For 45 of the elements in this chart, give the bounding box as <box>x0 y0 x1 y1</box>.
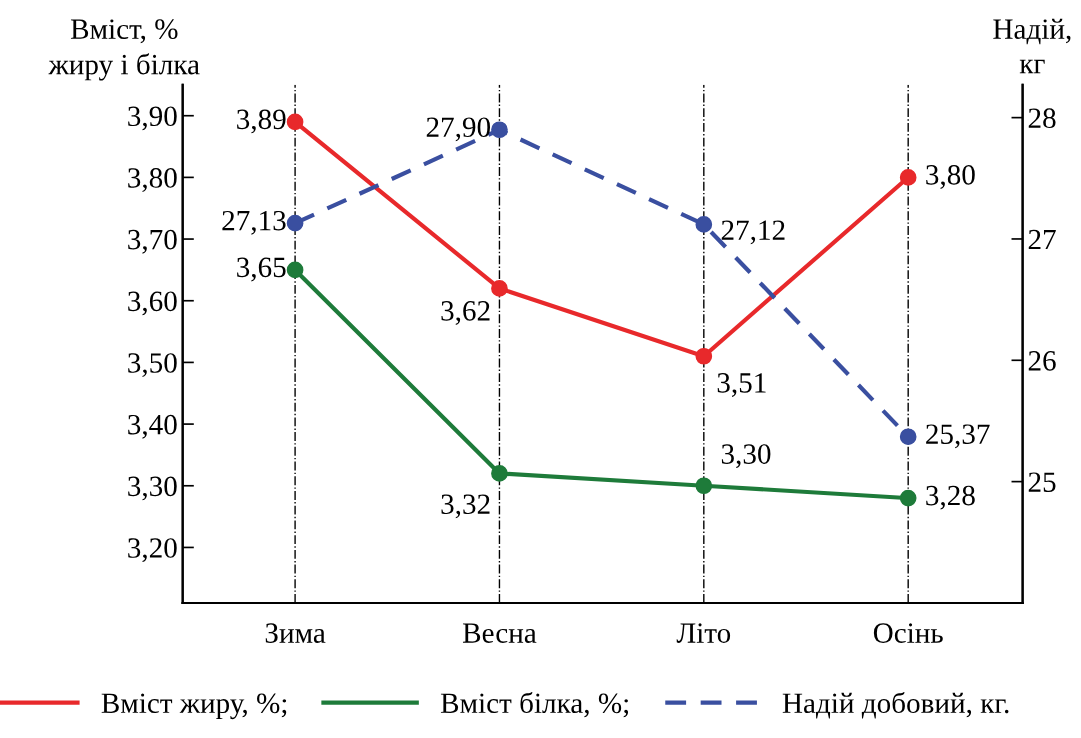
data-label: 3,51 <box>717 373 766 397</box>
data-label: 25,37 <box>926 424 990 449</box>
legend-label: Вміст білка, %; <box>440 691 629 718</box>
x-tick-label: Осінь <box>873 623 943 643</box>
legend-label: Вміст жиру, %; <box>101 693 287 720</box>
point <box>695 477 713 495</box>
y-tick-label: 3,70 <box>128 229 177 254</box>
y-axis-title: Вміст, % жиру і білка <box>48 19 200 81</box>
point <box>491 465 508 482</box>
y-tick-label: 3,80 <box>128 168 177 192</box>
point <box>491 280 508 297</box>
data-label: 27,13 <box>222 210 286 235</box>
y-tick-label: 3,40 <box>128 414 177 439</box>
y-tick-label: 3,20 <box>128 538 177 563</box>
y-tick-label: 3,60 <box>128 291 177 316</box>
data-label: 27,90 <box>426 117 491 142</box>
point <box>286 113 304 131</box>
data-label: 3,30 <box>721 444 771 469</box>
point <box>899 489 917 507</box>
point <box>491 121 508 139</box>
y2-tick-label: 26 <box>1028 351 1056 371</box>
legend-label: Надій добовий, кг. <box>782 691 1009 719</box>
data-label: 3,65 <box>237 257 286 282</box>
data-label: 3,28 <box>926 485 975 510</box>
point <box>286 214 304 232</box>
point <box>695 347 713 365</box>
y-tick-label: 3,30 <box>128 476 177 501</box>
y-tick-label: 3,50 <box>128 353 177 378</box>
x-tick-label: Весна <box>462 623 537 643</box>
y-tick-label: 3,90 <box>128 106 177 131</box>
data-label: 27,12 <box>721 220 785 245</box>
x-tick-label: Зима <box>265 623 326 643</box>
point <box>899 428 917 446</box>
point <box>899 169 917 186</box>
point <box>695 216 713 233</box>
y2-axis-title: Надій, кг <box>993 18 1071 74</box>
data-label: 3,80 <box>926 165 975 189</box>
data-label: 3,62 <box>441 301 490 325</box>
point <box>286 261 304 279</box>
y2-tick-label: 25 <box>1028 472 1056 493</box>
y2-tick-label: 28 <box>1028 108 1056 129</box>
data-label: 3,89 <box>237 109 286 134</box>
y2-tick-label: 27 <box>1028 229 1056 250</box>
x-tick-label: Літо <box>676 623 731 643</box>
data-label: 3,32 <box>441 494 490 519</box>
